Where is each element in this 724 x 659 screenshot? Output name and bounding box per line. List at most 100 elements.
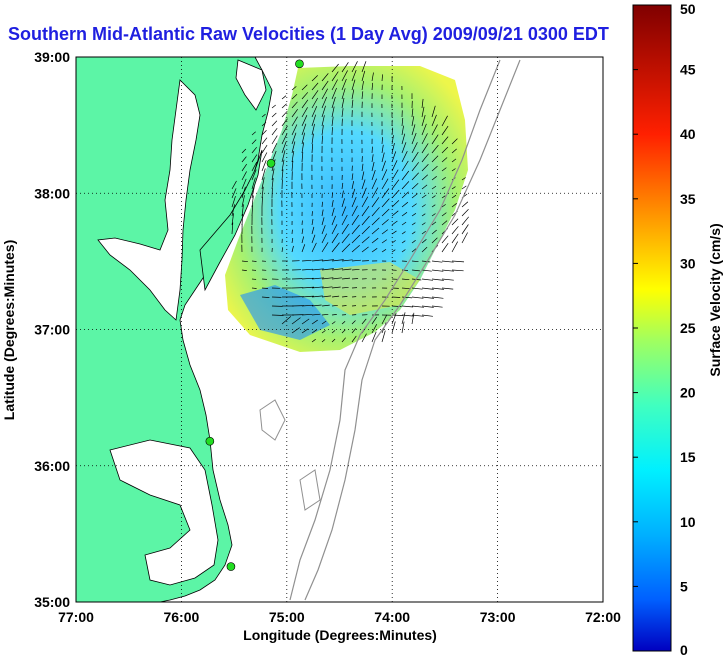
velocity-vector <box>351 259 361 262</box>
velocity-vector <box>271 112 277 118</box>
velocity-vector <box>431 195 436 199</box>
velocity-vector <box>361 61 367 73</box>
velocity-vector <box>391 135 394 145</box>
velocity-vector <box>301 286 315 289</box>
velocity-vector <box>311 338 316 343</box>
velocity-vector <box>461 201 469 208</box>
velocity-vector <box>321 105 326 118</box>
velocity-vector <box>401 201 409 208</box>
velocity-vector <box>421 153 429 163</box>
velocity-vector <box>311 105 318 118</box>
velocity-vector <box>361 226 370 235</box>
velocity-vector <box>311 304 322 307</box>
velocity-vector <box>361 215 370 226</box>
velocity-vector <box>411 124 416 136</box>
velocity-vector <box>261 160 267 172</box>
velocity-vector <box>461 185 467 190</box>
velocity-vector <box>251 169 257 181</box>
velocity-vector <box>321 286 333 289</box>
velocity-vector <box>381 137 383 145</box>
velocity-vector <box>311 143 314 154</box>
velocity-vector <box>301 132 306 145</box>
x-tick-label: 75:00 <box>269 609 305 625</box>
velocity-vector <box>461 177 466 181</box>
colorbar-tick-label: 40 <box>680 126 696 142</box>
velocity-vector <box>441 157 448 163</box>
velocity-vector <box>411 287 423 290</box>
velocity-vector <box>301 92 309 100</box>
velocity-vector <box>351 196 357 208</box>
velocity-vector <box>251 195 254 208</box>
velocity-vector <box>271 127 278 136</box>
velocity-vector <box>421 213 426 217</box>
velocity-vector <box>451 260 465 263</box>
velocity-vector <box>411 222 416 226</box>
velocity-vector <box>351 320 356 325</box>
velocity-vector <box>321 135 323 145</box>
velocity-vector <box>321 313 329 316</box>
velocity-vector <box>291 101 298 109</box>
velocity-vector <box>461 209 469 217</box>
velocity-vector <box>381 208 390 217</box>
velocity-vector <box>451 203 457 208</box>
velocity-vector <box>331 277 342 280</box>
velocity-vector <box>261 122 267 127</box>
velocity-vector <box>371 207 380 217</box>
colorbar-tick-label: 45 <box>680 62 696 78</box>
velocity-vector <box>401 160 409 172</box>
velocity-vector <box>401 125 404 136</box>
velocity-vector <box>381 152 385 163</box>
velocity-vector <box>251 205 253 217</box>
velocity-vector <box>451 168 456 172</box>
velocity-vector <box>421 123 427 136</box>
velocity-vector <box>331 295 340 298</box>
velocity-vector <box>281 316 292 325</box>
velocity-vector <box>301 107 308 118</box>
velocity-vector <box>331 106 335 118</box>
velocity-vector <box>271 314 284 316</box>
velocity-vector <box>321 339 326 343</box>
velocity-vector <box>441 115 448 127</box>
velocity-vector <box>401 221 407 226</box>
velocity-vector <box>331 233 339 244</box>
velocity-vector <box>381 74 383 82</box>
velocity-vector <box>241 204 244 217</box>
chesapeake-bay <box>97 79 201 321</box>
velocity-vector <box>431 229 437 235</box>
velocity-vector <box>421 222 426 226</box>
velocity-vector <box>311 319 318 325</box>
velocity-vector <box>351 99 354 109</box>
velocity-vector <box>341 268 352 271</box>
velocity-vector <box>331 207 335 217</box>
colorbar-label: Surface Velocity (cm/s) <box>707 223 723 376</box>
radar-station-marker <box>205 436 215 446</box>
y-tick-label: 37:00 <box>34 322 70 338</box>
velocity-vector <box>321 125 324 136</box>
velocity-vector <box>411 231 416 235</box>
velocity-vector <box>371 331 377 343</box>
velocity-vector <box>351 278 359 280</box>
velocity-vector <box>281 118 288 127</box>
velocity-vector <box>301 318 310 325</box>
velocity-vector <box>311 268 324 271</box>
velocity-vector <box>301 277 314 280</box>
velocity-vector <box>371 169 376 181</box>
velocity-vector <box>231 195 236 208</box>
velocity-vector <box>361 236 370 244</box>
velocity-vector <box>331 330 336 334</box>
velocity-vector <box>241 260 248 263</box>
velocity-vector <box>231 222 234 235</box>
velocity-vector <box>401 287 411 290</box>
colorbar-tick-label: 25 <box>680 320 696 336</box>
colorbar <box>632 4 672 652</box>
velocity-vector <box>341 296 348 298</box>
velocity-vector <box>441 269 454 272</box>
velocity-vector <box>401 117 404 127</box>
velocity-vector <box>441 220 448 226</box>
velocity-vector <box>391 305 402 307</box>
velocity-vector <box>231 180 237 190</box>
y-tick-label: 35:00 <box>34 594 70 610</box>
velocity-vector <box>351 173 354 181</box>
